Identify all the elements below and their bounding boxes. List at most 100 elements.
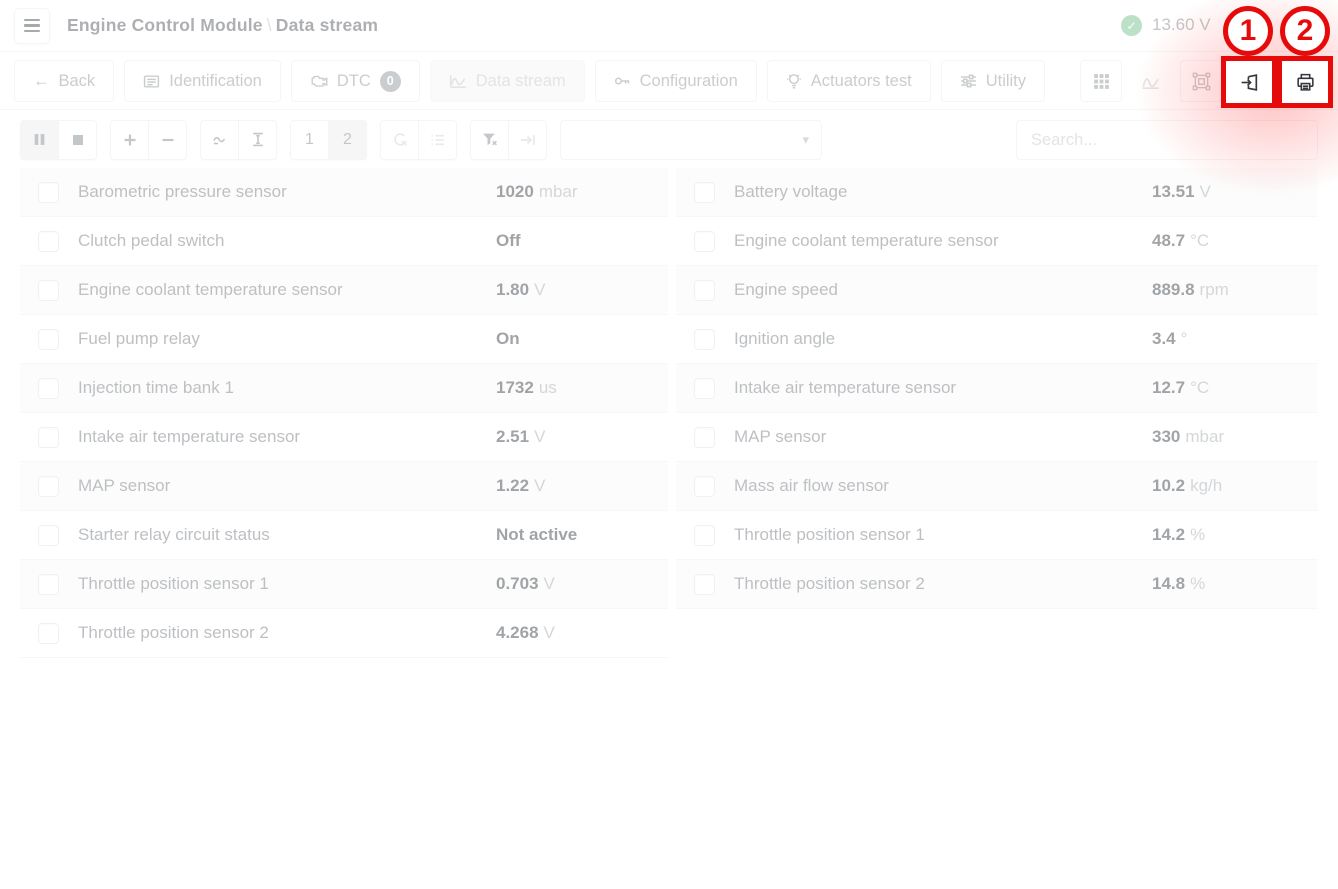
row-checkbox[interactable] [38,181,59,203]
row-unit: V [543,574,555,593]
row-label: Throttle position sensor 2 [78,623,269,642]
row-checkbox[interactable] [38,524,59,546]
row-checkbox[interactable] [694,279,715,301]
row-checkbox[interactable] [38,475,59,497]
row-checkbox[interactable] [694,181,715,203]
text-height-icon [252,132,263,147]
top-bar: Engine Control Module \ Data stream ✓ 13.6… [0,0,1338,52]
pause-icon [34,134,45,145]
chart-view-button[interactable] [1129,60,1171,102]
zoom-out-button[interactable] [148,119,187,160]
table-row: Throttle position sensor 1 0.703 V [20,560,668,609]
tab-configuration[interactable]: Configuration [594,60,757,102]
export-icon [1241,73,1257,91]
plus-icon [124,134,135,145]
table-row: Engine coolant temperature sensor 1.80 V [20,266,668,315]
scale-values-button[interactable] [238,119,277,160]
smoothing-button[interactable] [200,119,239,160]
row-label: Throttle position sensor 1 [78,574,269,593]
list-icon [431,134,444,145]
breadcrumb-page: Data stream [275,15,379,35]
minus-icon [162,138,173,141]
columns-two-button[interactable]: 2 [328,119,367,160]
row-checkbox[interactable] [38,622,59,644]
row-checkbox[interactable] [38,279,59,301]
data-stream-icon [449,75,466,88]
table-row: Engine coolant temperature sensor 48.7 °… [676,217,1318,266]
row-value: 330 [1152,427,1181,446]
group-dropdown[interactable]: ▾ [560,119,822,160]
row-unit: kg/h [1190,476,1223,495]
breadcrumb-separator: \ [266,15,272,35]
pause-button[interactable] [20,119,59,160]
row-unit: % [1190,574,1206,593]
export-button[interactable] [1221,56,1277,108]
row-checkbox[interactable] [38,426,59,448]
clear-selection-button[interactable] [380,119,419,160]
row-value: 14.2 [1152,525,1186,544]
print-button[interactable] [1277,56,1333,108]
row-checkbox[interactable] [38,573,59,595]
tab-identification[interactable]: Identification [124,60,281,102]
row-checkbox[interactable] [694,475,715,497]
breadcrumb: Engine Control Module \ Data stream [67,15,378,36]
row-checkbox[interactable] [694,426,715,448]
row-value: 48.7 [1152,231,1186,250]
row-unit: °C [1190,231,1210,250]
grid-view-button[interactable] [1080,60,1122,102]
table-row: Battery voltage 13.51 V [676,168,1318,217]
frame-view-button[interactable] [1180,60,1222,102]
row-checkbox[interactable] [694,524,715,546]
row-label: Clutch pedal switch [78,231,225,250]
tab-actuators-test[interactable]: Actuators test [766,60,931,102]
hamburger-menu-button[interactable] [14,7,50,44]
check-engine-icon [311,75,328,87]
chart-curve-icon [1141,77,1159,89]
row-checkbox[interactable] [38,230,59,252]
chevron-down-icon: ▾ [802,131,809,147]
row-label: Mass air flow sensor [734,476,889,495]
row-checkbox[interactable] [694,377,715,399]
row-checkbox[interactable] [694,230,715,252]
row-value: 0.703 [496,574,539,593]
row-value: Not active [496,525,578,544]
list-button[interactable] [418,119,457,160]
row-unit: ° [1180,329,1188,348]
back-button[interactable]: ← Back [14,60,115,102]
row-value: 10.2 [1152,476,1186,495]
table-row: Throttle position sensor 1 14.2 % [676,511,1318,560]
row-unit: mbar [1185,427,1225,446]
row-checkbox[interactable] [38,377,59,399]
columns-one-button[interactable]: 1 [290,119,329,160]
breadcrumb-module: Engine Control Module [67,15,263,35]
zoom-in-button[interactable] [110,119,149,160]
row-checkbox[interactable] [694,328,715,350]
table-row: Mass air flow sensor 10.2 kg/h [676,462,1318,511]
tab-utility[interactable]: Utility [940,60,1046,102]
row-label: Intake air temperature sensor [734,378,957,397]
filter-clear-icon [482,133,497,146]
wave-icon [212,136,225,144]
row-checkbox[interactable] [38,328,59,350]
row-label: Battery voltage [734,182,848,201]
table-row: Engine speed 889.8 rpm [676,266,1318,315]
grid-icon [1093,73,1109,89]
row-value: 1.22 [496,476,530,495]
tab-dtc[interactable]: DTC 0 [290,60,420,102]
search-input[interactable] [1016,120,1318,160]
table-row: Ignition angle 3.4 ° [676,315,1318,364]
row-value: Off [496,231,521,250]
row-value: 889.8 [1152,280,1195,299]
connection-status-icon: ✓ [1121,15,1142,36]
dtc-count-badge: 0 [379,70,401,92]
row-label: Ignition angle [734,329,836,348]
row-value: 4.268 [496,623,539,642]
tab-data-stream[interactable]: Data stream [429,60,585,102]
table-row: Injection time bank 1 1732 us [20,364,668,413]
stop-button[interactable] [58,119,97,160]
skip-to-end-button[interactable] [508,119,547,160]
table-row: Starter relay circuit status Not active [20,511,668,560]
clear-filter-button[interactable] [470,119,509,160]
row-unit: us [538,378,557,397]
row-checkbox[interactable] [694,573,715,595]
